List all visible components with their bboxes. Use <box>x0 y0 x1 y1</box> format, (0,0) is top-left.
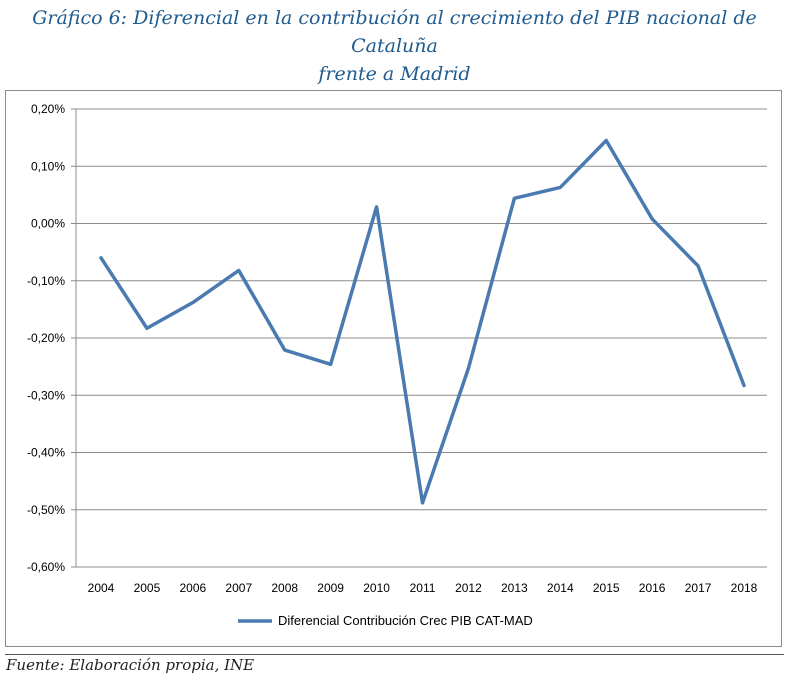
data-point <box>191 301 195 305</box>
x-tick-label: 2015 <box>593 581 620 595</box>
x-tick-label: 2008 <box>271 581 298 595</box>
data-point <box>466 366 470 370</box>
x-tick-label: 2016 <box>639 581 666 595</box>
axes <box>71 108 77 568</box>
data-point <box>604 138 608 142</box>
series-layer <box>99 138 746 505</box>
chart-title: Gráfico 6: Diferencial en la contribució… <box>0 4 789 88</box>
y-tick-label: -0,50% <box>27 503 65 517</box>
y-tick-label: -0,10% <box>27 274 65 288</box>
x-tick-label: 2011 <box>410 581 436 595</box>
y-tick-label: -0,60% <box>27 560 65 574</box>
y-tick-label: 0,20% <box>31 102 65 116</box>
data-point <box>145 326 149 330</box>
source-note: Fuente: Elaboración propia, INE <box>6 656 255 674</box>
y-tick-label: -0,20% <box>27 331 65 345</box>
data-point <box>696 264 700 268</box>
x-tick-label: 2005 <box>134 581 161 595</box>
x-tick-label: 2009 <box>317 581 344 595</box>
y-tick-label: 0,10% <box>31 159 65 173</box>
x-tick-labels: 2004 2005 2006 2007 2008 2009 2010 2011 2012 2013… <box>88 581 758 595</box>
y-tick-label: -0,30% <box>27 388 65 402</box>
data-point <box>558 185 562 189</box>
chart-title-line-2: frente a Madrid <box>318 63 471 85</box>
data-point <box>237 268 241 272</box>
data-point <box>742 384 746 388</box>
y-tick-labels: 0,20% 0,10% 0,00% -0,10% -0,20% -0,30% -0,40% -… <box>27 102 65 574</box>
x-tick-label: 2018 <box>731 581 758 595</box>
source-divider <box>5 654 784 655</box>
legend: Diferencial Contribución Crec PIB CAT-MA… <box>238 613 533 628</box>
data-point <box>99 256 103 260</box>
chart-frame <box>5 90 782 647</box>
y-tick-label: -0,40% <box>27 446 65 460</box>
x-tick-label: 2012 <box>455 581 482 595</box>
data-point <box>512 196 516 200</box>
x-tick-label: 2006 <box>180 581 207 595</box>
x-tick-label: 2014 <box>547 581 574 595</box>
x-tick-label: 2004 <box>88 581 115 595</box>
x-tick-label: 2010 <box>363 581 390 595</box>
legend-label: Diferencial Contribución Crec PIB CAT-MA… <box>278 613 533 628</box>
data-point <box>375 205 379 209</box>
data-point <box>421 501 424 505</box>
data-point <box>283 348 287 352</box>
grid-lines <box>76 108 767 568</box>
y-tick-label: 0,00% <box>31 217 65 231</box>
series-line <box>99 138 746 505</box>
data-point <box>329 362 333 366</box>
x-tick-label: 2007 <box>225 581 252 595</box>
data-point <box>650 217 654 221</box>
x-tick-label: 2013 <box>501 581 528 595</box>
x-tick-label: 2017 <box>685 581 712 595</box>
chart-title-line-1: Gráfico 6: Diferencial en la contribució… <box>32 7 757 57</box>
